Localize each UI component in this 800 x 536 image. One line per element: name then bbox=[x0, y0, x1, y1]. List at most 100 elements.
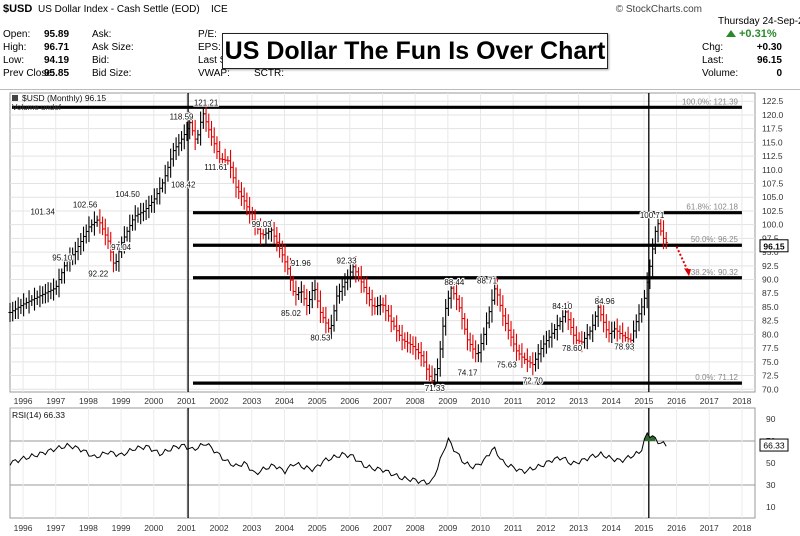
stat-value: +0.30 bbox=[757, 42, 783, 53]
price-annotation: 85.02 bbox=[281, 309, 302, 318]
rsi-x-tick-label: 2010 bbox=[471, 523, 490, 533]
x-tick-label: 2018 bbox=[732, 396, 751, 406]
rsi-line bbox=[9, 431, 667, 485]
y-tick-label: 102.5 bbox=[762, 206, 784, 216]
fib-level-label: 0.0%: 71.12 bbox=[695, 373, 738, 382]
stat-label: Bid Size: bbox=[92, 68, 131, 79]
current-value-box bbox=[759, 239, 789, 253]
x-tick-label: 1998 bbox=[79, 396, 98, 406]
rsi-x-tick-label: 1997 bbox=[46, 523, 65, 533]
y-tick-label: 100.0 bbox=[762, 220, 784, 230]
stat-label: EPS: bbox=[198, 42, 221, 53]
price-annotation: 84.10 bbox=[552, 302, 573, 311]
price-annotation: 104.50 bbox=[115, 190, 140, 199]
rsi-title: RSI(14) 66.33 bbox=[12, 410, 65, 420]
y-tick-label: 107.5 bbox=[762, 179, 784, 189]
y-tick-label: 72.5 bbox=[762, 371, 779, 381]
x-tick-label: 1996 bbox=[14, 396, 33, 406]
rsi-x-tick-label: 2001 bbox=[177, 523, 196, 533]
rsi-y-tick-label: 90 bbox=[766, 414, 776, 424]
x-tick-label: 2016 bbox=[667, 396, 686, 406]
watermark: © StockCharts.com bbox=[616, 4, 702, 15]
stat-label: P/E: bbox=[198, 29, 217, 40]
price-annotation: 99.03 bbox=[252, 220, 273, 229]
price-annotation: 100.71 bbox=[640, 211, 665, 220]
y-tick-label: 70.0 bbox=[762, 384, 779, 394]
stat-label: Bid: bbox=[92, 55, 109, 66]
rsi-x-tick-label: 2003 bbox=[242, 523, 261, 533]
stat-label: Last: bbox=[702, 55, 724, 66]
price-annotation: 74.17 bbox=[457, 368, 478, 377]
rsi-current-value-box bbox=[759, 438, 789, 452]
rsi-overbought-fill bbox=[644, 432, 656, 441]
x-tick-label: 2006 bbox=[340, 396, 359, 406]
rsi-x-tick-label: 2000 bbox=[144, 523, 163, 533]
y-tick-label: 75.0 bbox=[762, 357, 779, 367]
price-annotation: 88.71 bbox=[477, 277, 498, 286]
y-tick-label: 117.5 bbox=[762, 124, 783, 134]
exchange: ICE bbox=[211, 4, 228, 15]
stat-value: 0 bbox=[776, 68, 782, 79]
x-tick-label: 2005 bbox=[308, 396, 327, 406]
price-annotation: 95.10 bbox=[52, 254, 73, 263]
y-tick-label: 115.0 bbox=[762, 137, 783, 147]
up-arrow-icon bbox=[726, 30, 736, 37]
y-tick-label: 82.5 bbox=[762, 316, 779, 326]
price-annotation: 118.59 bbox=[170, 113, 194, 122]
fib-level-label: 61.8%: 102.18 bbox=[686, 203, 738, 212]
stat-value: 96.15 bbox=[757, 55, 782, 66]
y-tick-label: 110.0 bbox=[762, 165, 783, 175]
stat-label: High: bbox=[3, 42, 26, 53]
x-tick-label: 2003 bbox=[242, 396, 261, 406]
symbol: $USD bbox=[3, 3, 32, 15]
stat-label: Ask Size: bbox=[92, 42, 134, 53]
stat-value: 94.19 bbox=[44, 55, 69, 66]
price-annotation: 84.96 bbox=[595, 297, 616, 306]
stat-value: 95.89 bbox=[44, 29, 69, 40]
price-annotation: 111.61 bbox=[204, 163, 228, 172]
x-tick-label: 2007 bbox=[373, 396, 392, 406]
x-tick-label: 2012 bbox=[536, 396, 555, 406]
price-annotation: 75.63 bbox=[497, 360, 518, 369]
stat-value: 95.85 bbox=[44, 68, 69, 79]
price-annotation: 91.96 bbox=[291, 259, 312, 268]
stat-label: Low: bbox=[3, 55, 24, 66]
rsi-y-tick-label: 30 bbox=[766, 480, 776, 490]
quote-header: $USD US Dollar Index - Cash Settle (EOD)… bbox=[0, 0, 800, 90]
price-annotation: 72.70 bbox=[523, 376, 544, 385]
x-tick-label: 2004 bbox=[275, 396, 294, 406]
y-tick-label: 87.5 bbox=[762, 288, 779, 298]
rsi-chart: 1030507090199619971998199920002001200220… bbox=[9, 407, 789, 533]
stat-label: Volume: bbox=[702, 68, 738, 79]
price-annotation: 108.42 bbox=[171, 180, 196, 189]
stat-value: 96.71 bbox=[44, 42, 69, 53]
description: US Dollar Index - Cash Settle (EOD) bbox=[38, 4, 200, 15]
rsi-x-tick-label: 2002 bbox=[210, 523, 229, 533]
legend-swatch bbox=[12, 95, 18, 101]
rsi-x-tick-label: 2009 bbox=[438, 523, 457, 533]
rsi-current-value-label: 66.33 bbox=[763, 441, 785, 451]
price-bars bbox=[8, 103, 668, 392]
price-annotation: 101.34 bbox=[30, 207, 55, 216]
fib-level-label: 100.0%: 121.39 bbox=[682, 97, 739, 106]
x-tick-label: 2013 bbox=[569, 396, 588, 406]
change-pct: +0.31% bbox=[739, 28, 777, 40]
rsi-x-tick-label: 2012 bbox=[536, 523, 555, 533]
chart-title: $USD (Monthly) 96.15 bbox=[22, 93, 106, 103]
overlay-title: US Dollar The Fun Is Over Chart bbox=[222, 33, 608, 69]
price-annotation: 97.04 bbox=[111, 243, 132, 252]
rsi-x-tick-label: 1998 bbox=[79, 523, 98, 533]
x-tick-label: 2015 bbox=[634, 396, 653, 406]
rsi-x-tick-label: 2004 bbox=[275, 523, 294, 533]
y-tick-label: 92.5 bbox=[762, 261, 779, 271]
rsi-x-tick-label: 2018 bbox=[732, 523, 751, 533]
rsi-x-tick-label: 2006 bbox=[340, 523, 359, 533]
rsi-x-tick-label: 2017 bbox=[700, 523, 719, 533]
current-value-label: 96.15 bbox=[763, 241, 785, 251]
y-tick-label: 77.5 bbox=[762, 343, 779, 353]
y-tick-label: 120.0 bbox=[762, 110, 784, 120]
x-tick-label: 1999 bbox=[112, 396, 131, 406]
stat-label: VWAP: bbox=[198, 68, 230, 79]
y-tick-label: 97.5 bbox=[762, 233, 779, 243]
x-tick-label: 2000 bbox=[144, 396, 163, 406]
